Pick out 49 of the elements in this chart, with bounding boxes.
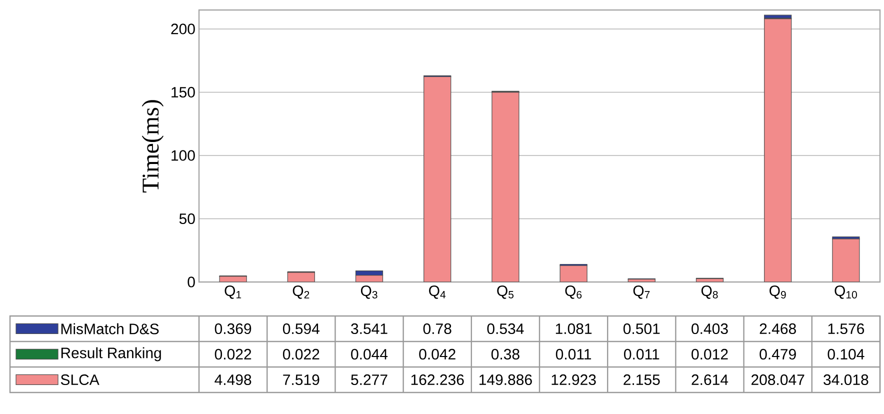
x-tick-label: Q$_{4}$ [429,286,446,299]
data-label: 34.018 [824,374,868,386]
data-label: 208.047 [751,374,804,386]
data-label: 0.022 [214,348,252,360]
data-label: 2.468 [760,323,796,334]
data-label: 5.277 [351,374,388,386]
data-label: 0.011 [556,348,592,360]
data-label: 1.576 [828,323,864,334]
x-tick-label: Q$_{6}$ [565,286,582,299]
x-tick-label: Q$_{10}$ [834,286,857,299]
data-label: 2.614 [692,374,728,386]
y-axis-title: Time(ms) [142,100,164,192]
data-label: 162.236 [411,374,464,386]
x-tick-label: Q$_{2}$ [292,286,310,299]
data-label: 0.501 [623,323,660,334]
legend-label: MisMatch D&S [61,323,159,334]
data-label: 0.38 [491,348,520,360]
x-tick-label: Q$_{3}$ [360,286,378,299]
data-label: 0.042 [419,348,456,360]
data-label: 0.403 [692,323,728,334]
data-label: 0.78 [423,323,452,334]
y-tick-label: 200 [171,24,195,34]
data-label: 0.479 [760,348,796,360]
data-label: 7.519 [283,374,320,386]
x-tick-label: Q$_{8}$ [701,286,718,299]
data-label: 0.104 [828,348,864,360]
data-label: 0.594 [282,323,320,334]
data-label: 0.012 [692,348,728,360]
data-label: 0.044 [351,348,388,360]
data-label: 1.081 [556,323,592,334]
legend-label: Result Ranking [61,347,161,362]
data-label: 2.155 [624,374,660,386]
data-label: 12.923 [552,374,596,386]
x-tick-label: Q$_{7}$ [633,286,650,299]
data-label: 3.541 [351,323,388,334]
data-label: 149.886 [479,374,532,386]
y-tick-label: 50 [179,213,195,224]
data-label: 0.022 [282,348,320,360]
x-tick-label: Q$_{5}$ [497,286,514,299]
y-tick-label: 150 [172,86,195,98]
legend-label: SLCA [60,374,100,386]
data-label: 4.498 [214,374,252,386]
x-tick-label: Q$_{9}$ [770,286,786,299]
y-tick-label: 0 [188,276,195,288]
data-label: 0.369 [214,323,252,334]
y-tick-label: 100 [172,150,195,161]
data-label: 0.011 [624,348,660,360]
x-tick-label: Q$_{1}$ [224,286,242,299]
data-label: 0.534 [487,323,524,334]
